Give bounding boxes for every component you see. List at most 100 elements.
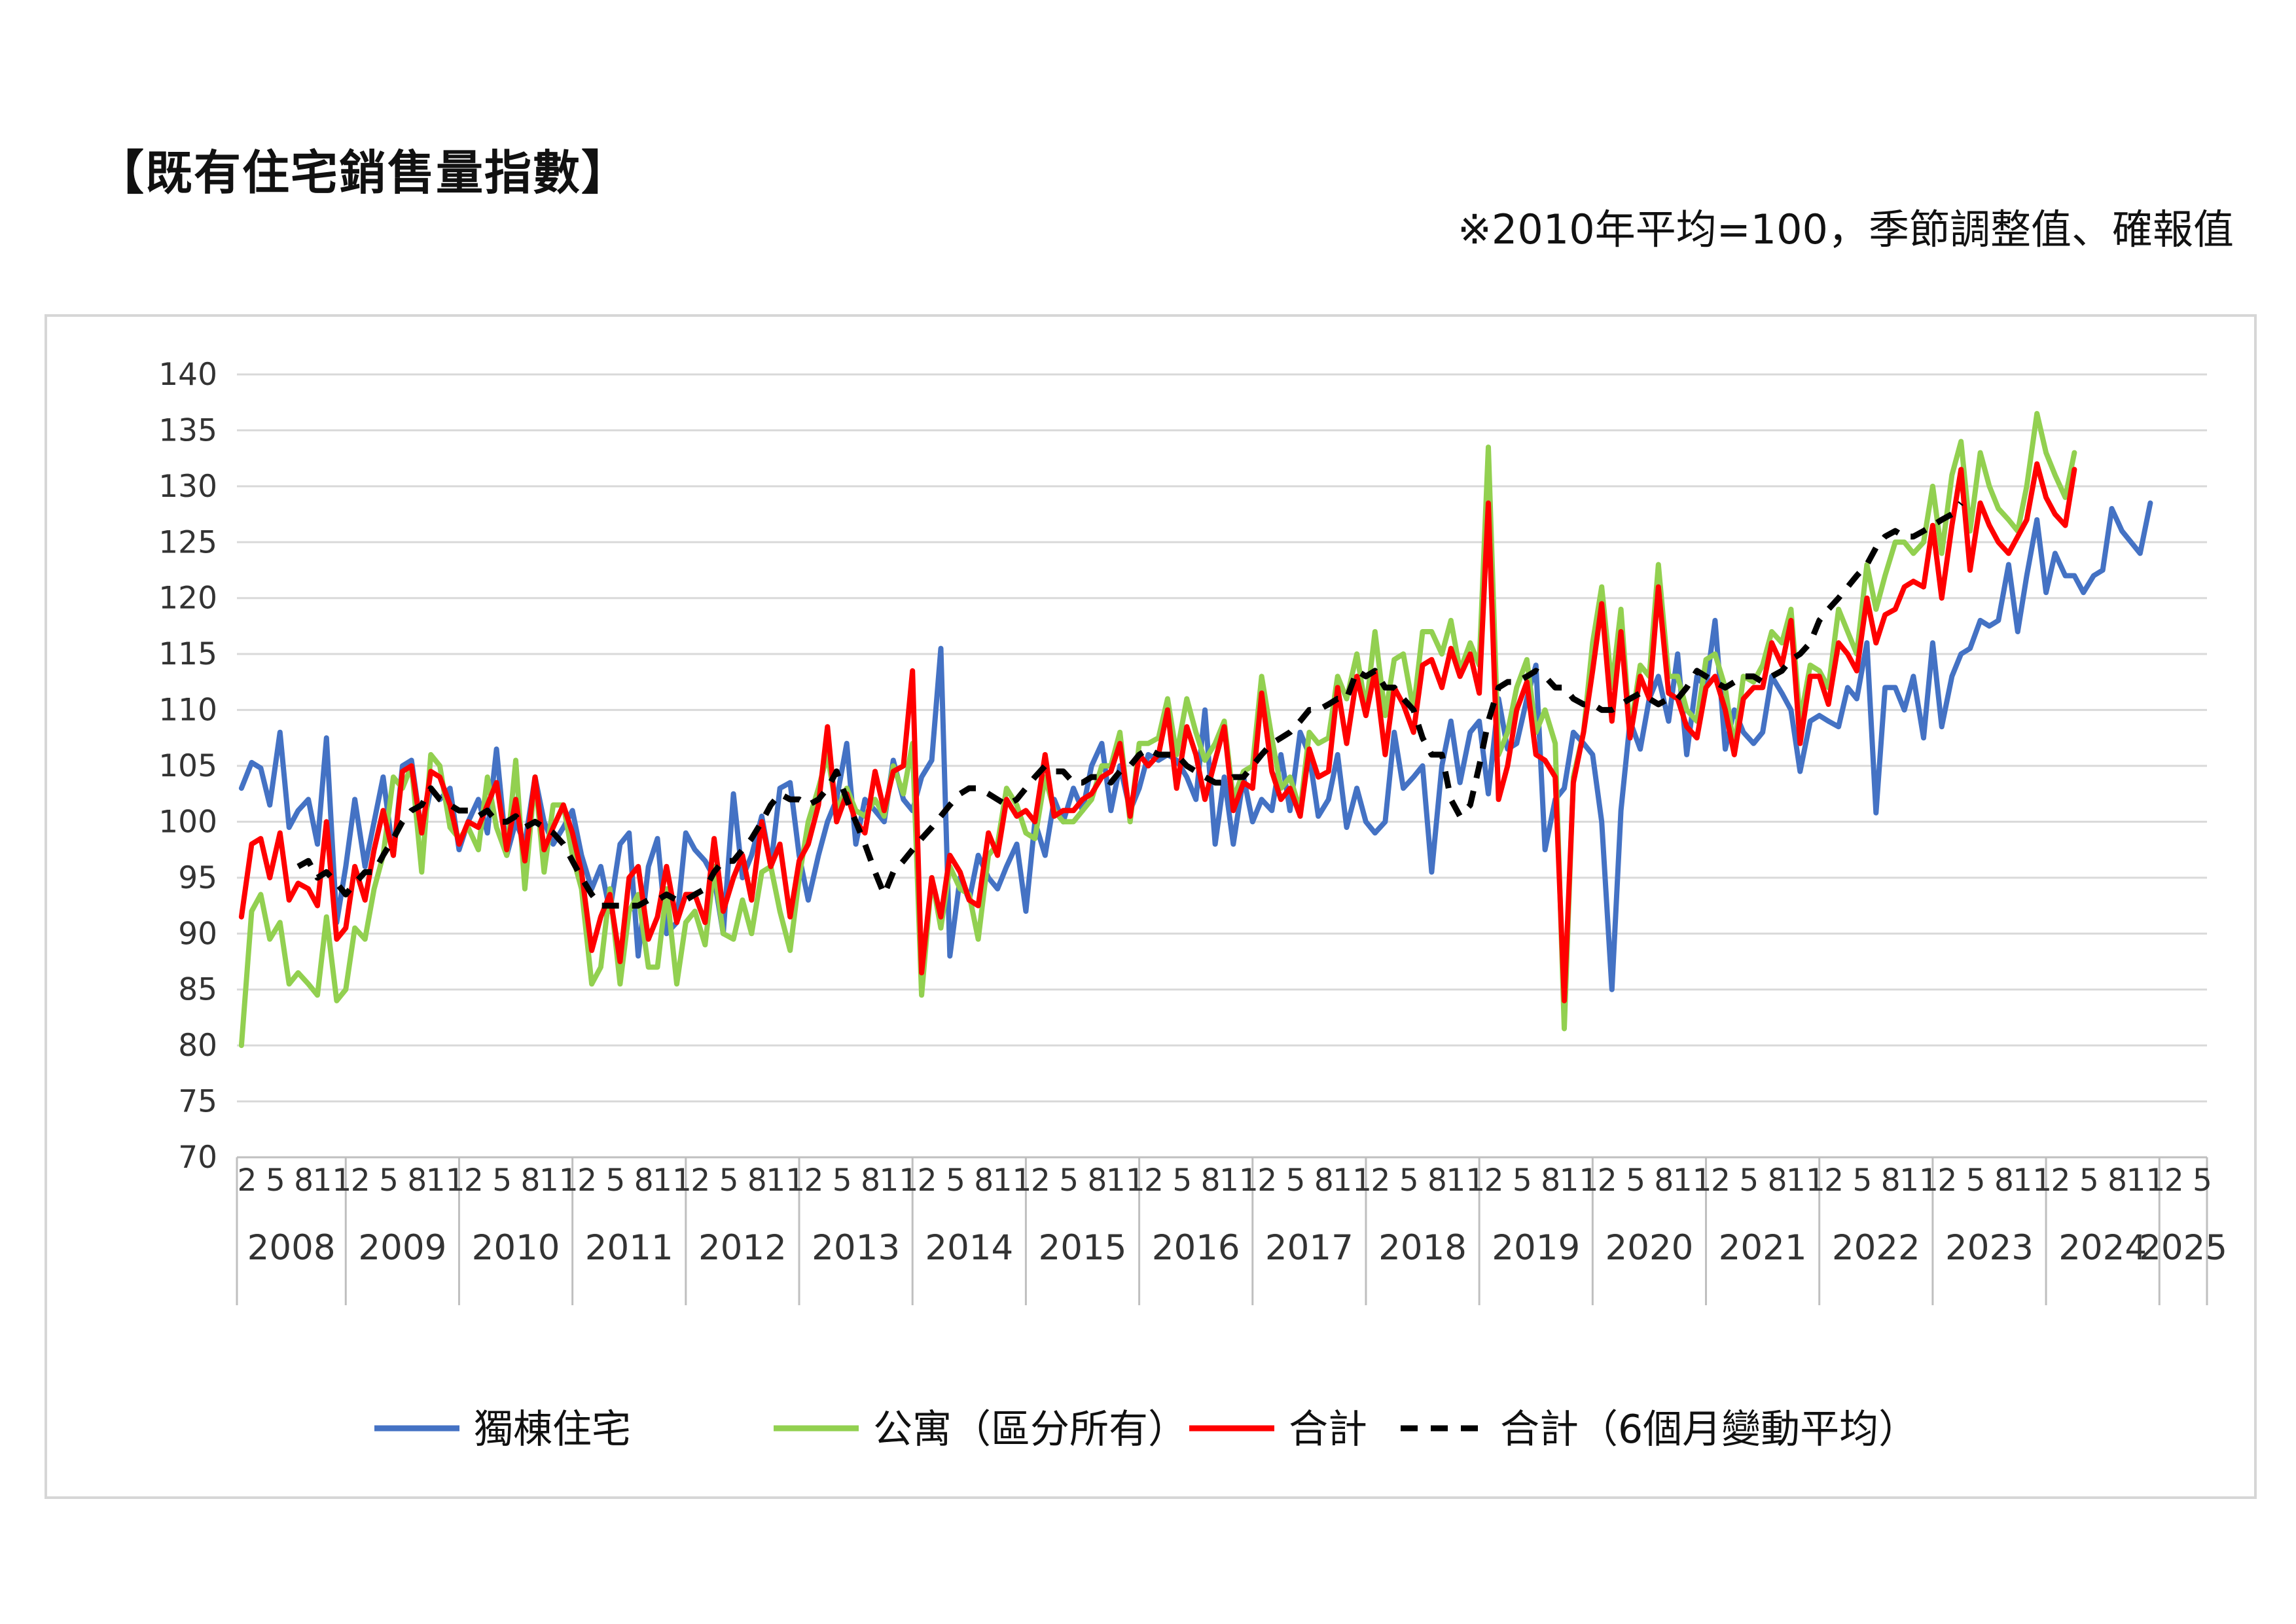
- month-tick-label: 8: [974, 1163, 994, 1199]
- month-tick-label: 2: [1257, 1163, 1277, 1199]
- month-tick-label: 8: [747, 1163, 767, 1199]
- year-tick-label: 2012: [698, 1228, 787, 1268]
- y-tick-label: 140: [158, 357, 217, 393]
- month-tick-label: 8: [521, 1163, 541, 1199]
- month-tick-label: 8: [1881, 1163, 1901, 1199]
- month-tick-label: 8: [2108, 1163, 2127, 1199]
- month-tick-label: 2: [691, 1163, 710, 1199]
- month-tick-label: 2: [1711, 1163, 1731, 1199]
- page-title: 【既有住宅銷售量指數】: [97, 145, 630, 200]
- month-tick-label: 8: [861, 1163, 880, 1199]
- series-line: [238, 410, 2077, 1049]
- month-tick-label: 5: [1626, 1163, 1645, 1199]
- y-tick-label: 130: [158, 469, 217, 505]
- month-tick-label: 5: [1739, 1163, 1759, 1199]
- month-tick-label: 8: [1768, 1163, 1787, 1199]
- month-tick-label: 5: [605, 1163, 625, 1199]
- year-tick-label: 2013: [812, 1228, 900, 1268]
- month-tick-label: 2: [1031, 1163, 1050, 1199]
- y-tick-label: 105: [158, 748, 217, 784]
- chart-frame: 140 135 130 125 120 115 110 105 100 95 90 85 80 75 70 2…: [45, 314, 2257, 1499]
- month-tick-label: 5: [1059, 1163, 1079, 1199]
- month-tick-label: 5: [1286, 1163, 1306, 1199]
- month-tick-label: 11: [1446, 1163, 1485, 1199]
- month-tick-label: 5: [492, 1163, 512, 1199]
- month-tick-label: 11: [2013, 1163, 2052, 1199]
- month-tick-label: 11: [539, 1163, 579, 1199]
- year-tick-label: 2010: [472, 1228, 560, 1268]
- month-tick-label: 5: [1399, 1163, 1419, 1199]
- month-tick-label: 5: [379, 1163, 399, 1199]
- month-tick-label: 2: [464, 1163, 484, 1199]
- month-tick-label: 8: [1201, 1163, 1221, 1199]
- month-tick-label: 2: [1824, 1163, 1844, 1199]
- legend-label: 合計: [1289, 1407, 1367, 1453]
- y-tick-label: 70: [178, 1140, 217, 1176]
- y-tick-label: 125: [158, 524, 217, 560]
- year-tick-label: 2025: [2139, 1228, 2227, 1268]
- month-tick-label: 8: [1994, 1163, 2014, 1199]
- month-tick-label: 2: [1598, 1163, 1617, 1199]
- month-tick-label: 11: [766, 1163, 805, 1199]
- month-tick-label: 11: [312, 1163, 351, 1199]
- month-tick-label: 8: [294, 1163, 314, 1199]
- series-line: [296, 501, 1964, 909]
- year-tick-label: 2016: [1152, 1228, 1240, 1268]
- month-tick-label: 11: [993, 1163, 1032, 1199]
- year-tick-label: 2009: [358, 1228, 446, 1268]
- month-tick-label: 11: [1106, 1163, 1145, 1199]
- legend: 獨棟住宅 公寓（區分所有） 合計 合計（6個月變動平均）: [374, 1407, 1918, 1453]
- month-tick-label: 11: [1786, 1163, 1825, 1199]
- y-tick-label: 90: [178, 916, 217, 952]
- month-tick-label: 2: [1937, 1163, 1957, 1199]
- year-tick-label: 2008: [247, 1228, 336, 1268]
- month-tick-label: 11: [879, 1163, 918, 1199]
- year-tick-label: 2023: [1945, 1228, 2034, 1268]
- month-tick-label: 5: [2079, 1163, 2099, 1199]
- year-tick-label: 2015: [1039, 1228, 1127, 1268]
- month-tick-label: 11: [1333, 1163, 1372, 1199]
- month-tick-label: 5: [1513, 1163, 1532, 1199]
- month-tick-label: 8: [1314, 1163, 1334, 1199]
- year-tick-label: 2019: [1492, 1228, 1580, 1268]
- y-tick-label: 135: [158, 412, 217, 448]
- month-tick-label: 5: [719, 1163, 739, 1199]
- month-tick-label: 2: [1484, 1163, 1504, 1199]
- legend-label: 獨棟住宅: [474, 1407, 631, 1453]
- month-tick-label: 2: [1144, 1163, 1164, 1199]
- y-tick-label: 120: [158, 581, 217, 617]
- legend-label: 公寓（區分所有）: [873, 1407, 1187, 1453]
- page-note: ※2010年平均=100，季節調整值、確報值: [1457, 206, 2234, 253]
- y-tick-label: 115: [158, 636, 217, 672]
- year-tick-label: 2017: [1265, 1228, 1354, 1268]
- series-line: [238, 500, 2153, 992]
- month-tick-label: 2: [804, 1163, 823, 1199]
- legend-label: 合計（6個月變動平均）: [1500, 1407, 1918, 1453]
- month-tick-label: 5: [946, 1163, 965, 1199]
- axes: 1401351301251201151101051009590858075702…: [158, 357, 2227, 1305]
- month-tick-label: 2: [238, 1163, 257, 1199]
- month-tick-label: 2: [918, 1163, 937, 1199]
- line-chart: 1401351301251201151101051009590858075702…: [158, 357, 2227, 1453]
- month-tick-label: 2: [351, 1163, 370, 1199]
- year-tick-label: 2020: [1605, 1228, 1693, 1268]
- month-tick-label: 8: [1427, 1163, 1447, 1199]
- month-tick-label: 2: [2164, 1163, 2184, 1199]
- y-tick-label: 80: [178, 1028, 217, 1064]
- month-tick-label: 11: [2126, 1163, 2165, 1199]
- month-tick-label: 8: [407, 1163, 427, 1199]
- month-tick-label: 5: [833, 1163, 852, 1199]
- y-tick-label: 75: [178, 1084, 217, 1120]
- y-tick-label: 100: [158, 804, 217, 840]
- y-tick-label: 85: [178, 972, 217, 1008]
- month-tick-label: 8: [1654, 1163, 1674, 1199]
- grid-lines: [237, 373, 2207, 1159]
- month-tick-label: 11: [426, 1163, 465, 1199]
- month-tick-label: 5: [2193, 1163, 2212, 1199]
- series-lines: [238, 410, 2153, 1049]
- month-tick-label: 8: [634, 1163, 654, 1199]
- year-tick-label: 2024: [2058, 1228, 2147, 1268]
- month-tick-label: 11: [1560, 1163, 1599, 1199]
- month-tick-label: 5: [266, 1163, 285, 1199]
- month-tick-label: 11: [1673, 1163, 1712, 1199]
